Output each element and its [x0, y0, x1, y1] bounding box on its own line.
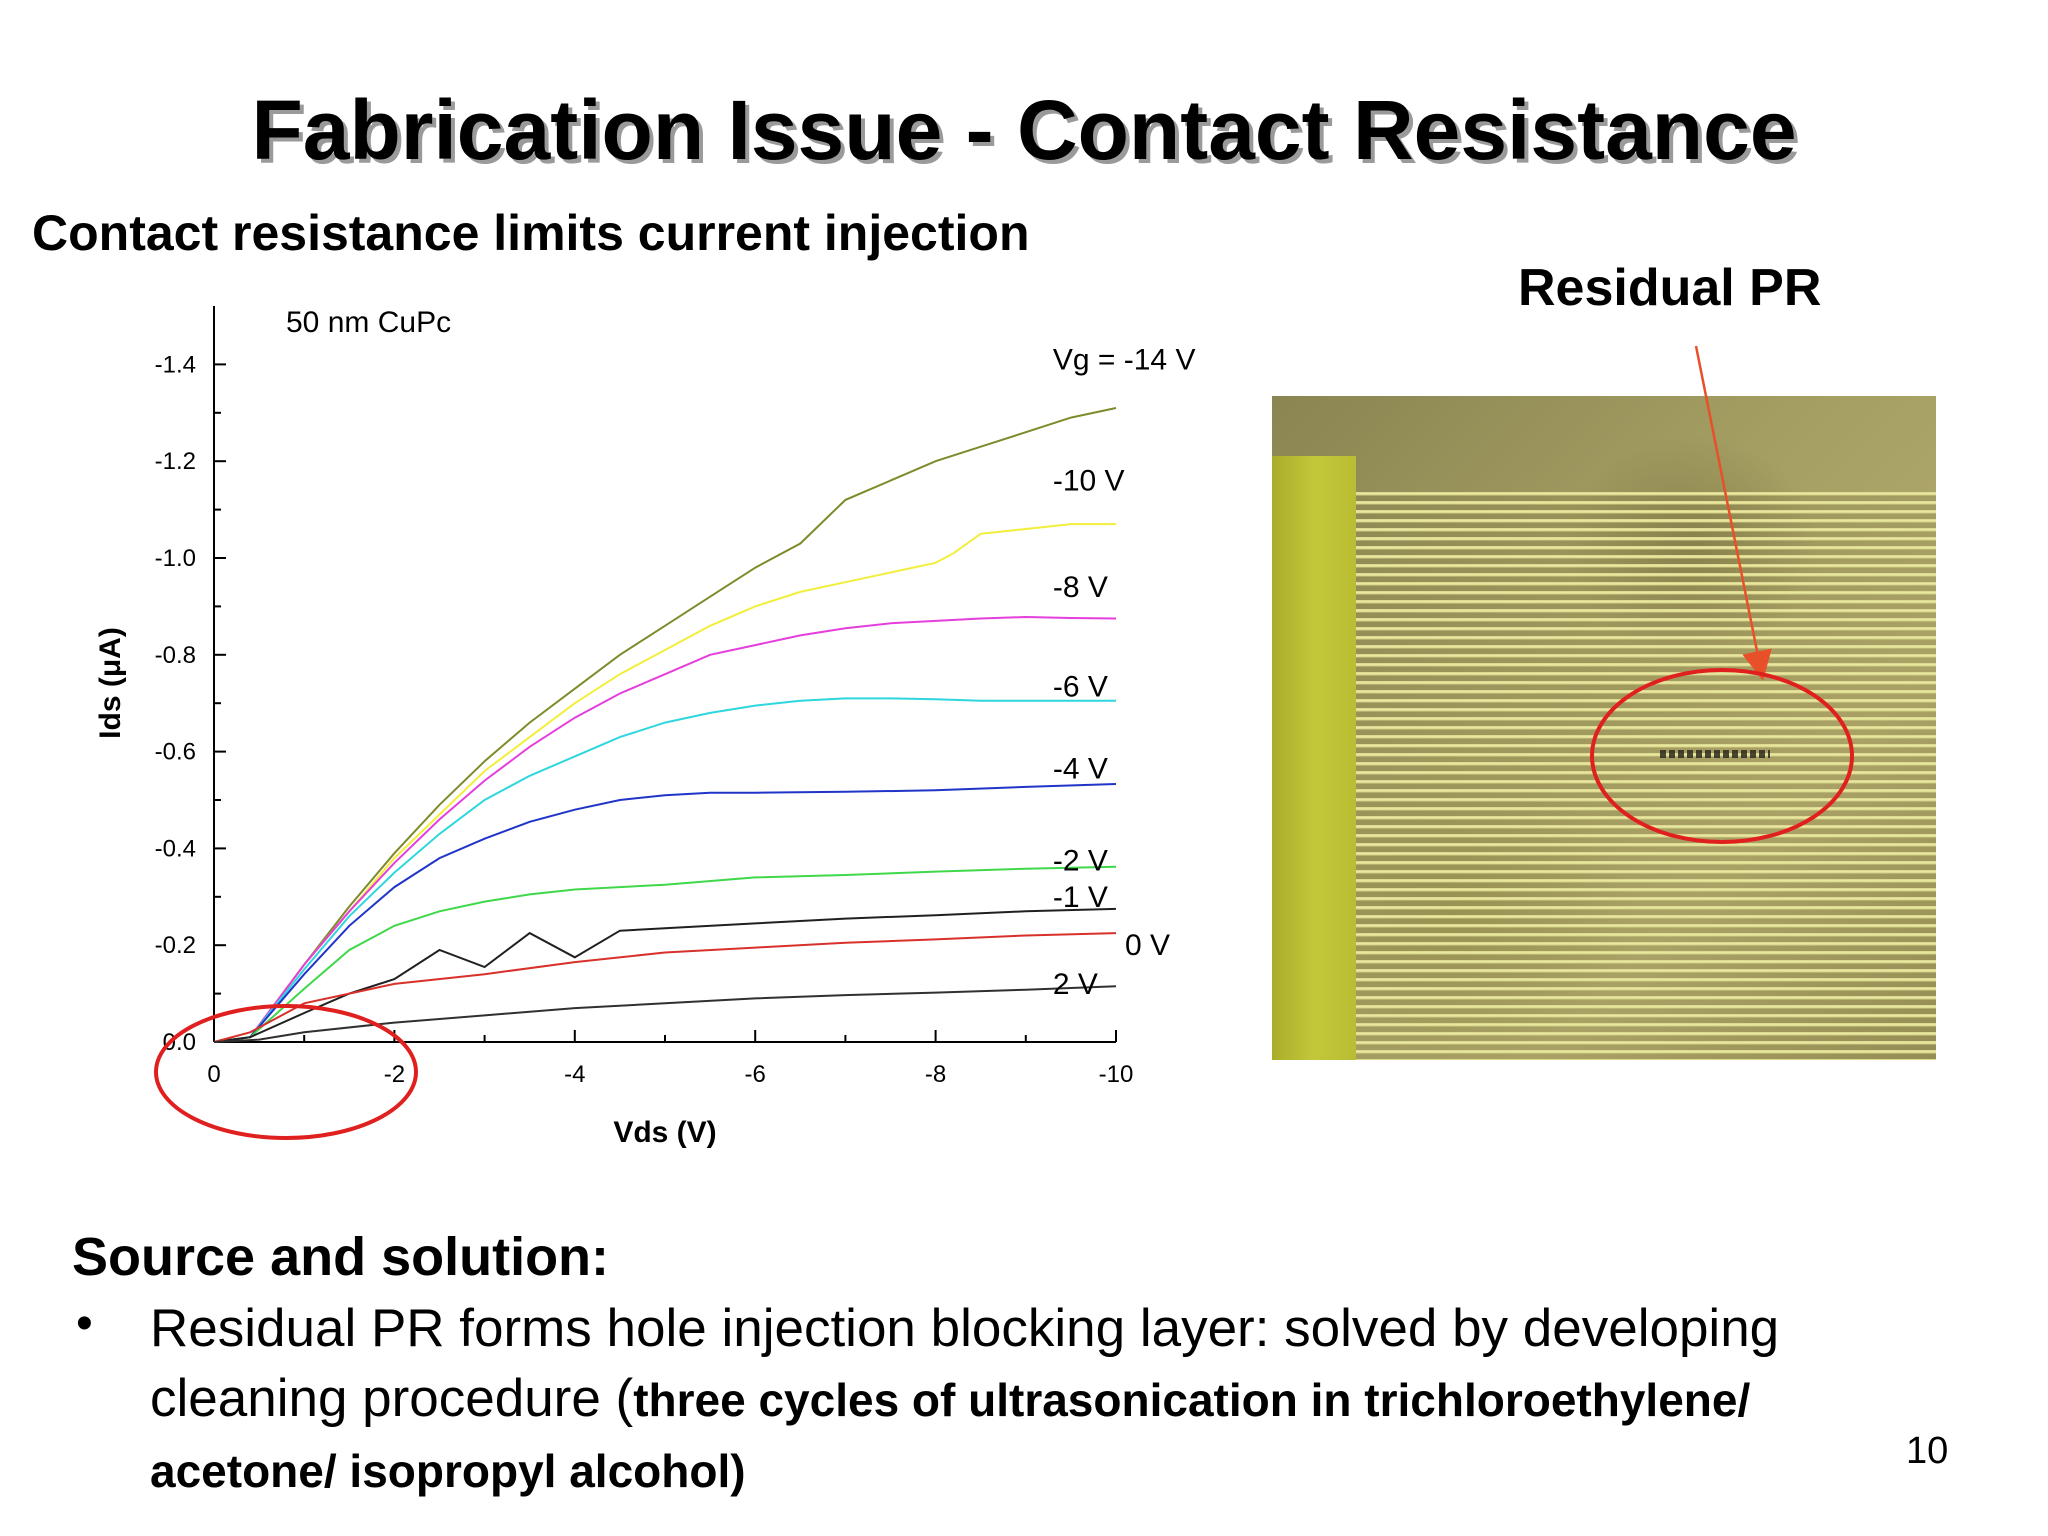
y-tick-label: -0.2: [155, 932, 196, 959]
bullet-regular: Residual PR forms hole injection blockin…: [150, 1299, 1780, 1428]
y-tick-label: -0.6: [155, 739, 196, 766]
residual-pr-circle: [1590, 668, 1854, 844]
low-voltage-circle: [154, 1004, 418, 1140]
series-line: [213, 407, 1117, 1043]
y-axis-label: Ids (μA): [94, 627, 127, 739]
y-tick-label: -0.4: [155, 835, 196, 862]
series-label: -8 V: [1053, 571, 1108, 604]
bullet-bold: three cycles of ultrasonication in trich…: [150, 1374, 1751, 1497]
x-tick-label: -2: [384, 1061, 405, 1088]
x-axis-label: Vds (V): [613, 1116, 716, 1149]
x-tick-label: -6: [745, 1061, 766, 1088]
x-tick-label: -8: [925, 1061, 946, 1088]
interdigitated-electrodes: [1356, 492, 1936, 1060]
series-line: [213, 523, 1116, 1043]
x-tick-label: 0: [207, 1061, 220, 1088]
y-tick-label: -0.8: [155, 642, 196, 669]
series-label: -4 V: [1053, 753, 1108, 786]
series-line: [213, 697, 1116, 1043]
slide-title: Fabrication Issue - Contact Resistance: [251, 83, 1797, 177]
bullet-text: Residual PR forms hole injection blockin…: [150, 1294, 1850, 1506]
series-label: -1 V: [1053, 881, 1108, 914]
micrograph-image: [1272, 396, 1936, 1060]
series-line: [213, 932, 1117, 1043]
series-label: -6 V: [1053, 670, 1108, 703]
pointer-arrow: [1694, 345, 1772, 681]
series-label: 2 V: [1053, 968, 1098, 1001]
y-tick-label: -1.4: [155, 351, 196, 378]
y-tick-label: -1.0: [155, 545, 196, 572]
residual-pr-label: Residual PR: [1518, 259, 1822, 317]
chart-labels: 0.0-0.2-0.4-0.6-0.8-1.0-1.2-1.40 -2 -4 -6 -8…: [94, 306, 1195, 1149]
slide-subtitle: Contact resistance limits current inject…: [32, 205, 1030, 261]
x-tick-label: -10: [1099, 1061, 1134, 1088]
iv-chart: 0.0-0.2-0.4-0.6-0.8-1.0-1.2-1.40 -2 -4 -6 -8…: [94, 306, 1195, 1149]
series-label: -2 V: [1053, 845, 1108, 878]
electrode-pad: [1272, 456, 1356, 1060]
chart-lines: [213, 407, 1117, 1043]
series-line: [213, 615, 1117, 1043]
y-tick-label: -1.2: [155, 448, 196, 475]
series-line: [213, 907, 1117, 1043]
x-tick-label: -4: [564, 1061, 585, 1088]
page-number: 10: [1906, 1430, 1949, 1472]
series-label: -10 V: [1053, 465, 1125, 498]
bullet-marker: •: [76, 1297, 93, 1350]
series-line: [213, 985, 1117, 1043]
chart-annotation: 50 nm CuPc: [286, 306, 451, 339]
section-heading: Source and solution:: [72, 1227, 610, 1287]
series-line: [213, 865, 1117, 1043]
series-line: [213, 783, 1117, 1043]
residual-pr-spot: [1660, 750, 1770, 758]
series-label: Vg = -14 V: [1053, 344, 1196, 377]
series-label: 0 V: [1125, 929, 1170, 962]
